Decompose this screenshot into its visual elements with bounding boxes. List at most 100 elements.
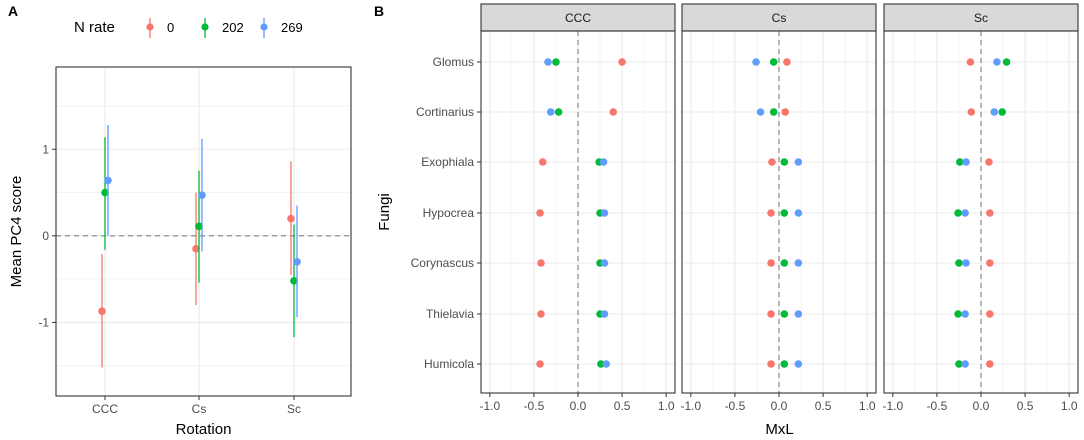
y-tick-label: Exophiala (421, 155, 474, 169)
data-point (546, 108, 555, 116)
panel-a-border (55, 66, 352, 397)
legend-title: N rate (74, 19, 115, 36)
data-point (600, 259, 609, 267)
data-point (600, 310, 609, 318)
y-tick-label: Glomus (433, 55, 474, 69)
data-point (962, 259, 970, 267)
legend-item-0: 0 (146, 18, 174, 38)
series-269 (752, 58, 803, 368)
legend-key-point (260, 23, 268, 31)
data-point (101, 188, 109, 197)
series-269 (544, 58, 611, 368)
data-point (780, 158, 789, 166)
x-tick-label: 1.0 (1061, 399, 1078, 413)
data-point (794, 259, 803, 267)
data-point (599, 158, 608, 166)
facet-cs: Cs -1.0 -0.5 0.0 0.5 1.0 (680, 3, 877, 413)
y-tick-label: 0 (42, 229, 49, 243)
data-point (98, 307, 106, 315)
x-tick-label: -1.0 (882, 399, 903, 413)
series-269 (961, 58, 1001, 368)
data-point (538, 158, 547, 166)
facet-strip (883, 3, 1079, 32)
data-point (986, 310, 994, 318)
data-point (956, 158, 964, 166)
series-269 (104, 125, 301, 318)
data-point (780, 310, 789, 318)
data-point (537, 259, 545, 267)
data-point (962, 158, 970, 166)
data-point (767, 360, 775, 368)
x-tick-label: CCC (92, 402, 118, 416)
y-tick-label: Corynascus (411, 256, 474, 270)
data-point (104, 176, 112, 185)
x-tick-label: 1.0 (859, 399, 876, 413)
x-tick-label: Sc (287, 402, 301, 416)
data-point (597, 360, 605, 368)
legend-item-202: 202 (201, 18, 244, 38)
panel-b-letter: B (374, 3, 384, 19)
data-point (955, 360, 963, 368)
x-tick-label: 0.5 (1017, 399, 1034, 413)
facet-strip (681, 3, 877, 32)
data-point (783, 58, 791, 66)
data-point (293, 258, 301, 266)
legend-item-269: 269 (260, 18, 303, 38)
data-point (198, 191, 206, 199)
data-point (794, 158, 803, 166)
data-point (961, 360, 969, 368)
y-tick-label: Cortinarius (416, 105, 474, 119)
data-point (780, 360, 789, 368)
data-point (600, 209, 609, 217)
series-0 (98, 161, 295, 368)
data-point (985, 158, 993, 166)
data-point (537, 310, 545, 318)
legend-label: 269 (281, 20, 303, 35)
data-point (993, 58, 1001, 66)
facet-strip-label: Cs (772, 11, 787, 25)
data-point (990, 108, 999, 116)
x-axis-title: MxL (765, 421, 793, 438)
panel-b: B CCC -1.0 -0.5 0.0 0.5 1.0 Cs -1.0 -0.5 0.0 0.5 1.0… (374, 3, 1079, 438)
y-axis-title: Mean PC4 score (8, 176, 25, 288)
x-tick-label: -0.5 (927, 399, 948, 413)
data-point (618, 58, 626, 66)
series-0 (966, 58, 994, 368)
y-axis-title: Fungi (376, 193, 393, 231)
x-tick-label: 0.0 (771, 399, 788, 413)
data-point (536, 360, 544, 368)
data-point (794, 360, 803, 368)
facet-ccc: CCC -1.0 -0.5 0.0 0.5 1.0 (479, 3, 676, 413)
data-point (552, 58, 560, 66)
data-point (769, 108, 778, 116)
y-tick-label: Hypocrea (423, 206, 475, 220)
facet-strip (480, 3, 676, 32)
x-axis-title: Rotation (176, 421, 232, 438)
data-point (961, 310, 969, 318)
data-point (609, 108, 618, 116)
y-tick-label: Humicola (424, 357, 474, 371)
facet-strip-label: CCC (565, 11, 591, 25)
series-202 (954, 58, 1011, 368)
data-point (287, 214, 295, 223)
data-point (544, 58, 552, 66)
data-point (602, 360, 611, 368)
data-point (954, 310, 962, 318)
x-tick-label: 0.0 (973, 399, 990, 413)
data-point (781, 108, 789, 116)
data-point (794, 209, 803, 217)
data-point (290, 277, 298, 285)
y-tick-label: Thielavia (426, 307, 474, 321)
data-point (955, 259, 963, 267)
y-tick-label: -1 (38, 315, 49, 329)
series-202 (101, 137, 298, 338)
series-0 (536, 58, 626, 368)
data-point (998, 108, 1006, 116)
data-point (768, 158, 776, 166)
data-point (961, 209, 969, 217)
x-tick-label: -0.5 (725, 399, 746, 413)
series-0 (767, 58, 791, 368)
data-point (794, 310, 803, 318)
legend-label: 202 (222, 20, 244, 35)
